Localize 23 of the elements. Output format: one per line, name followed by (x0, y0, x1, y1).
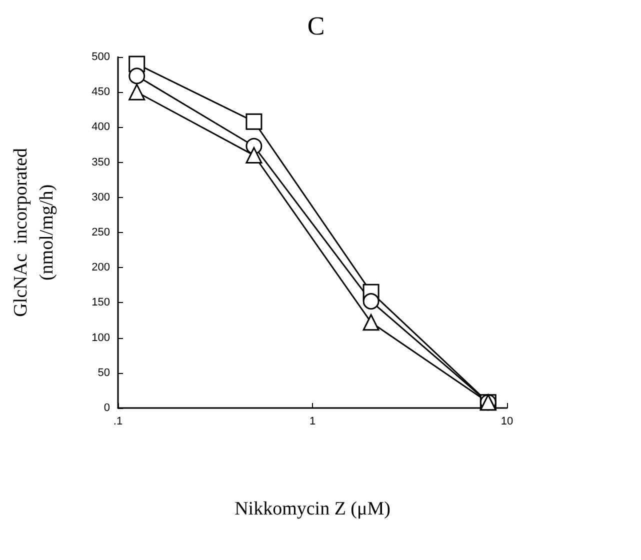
x-tick-label: 1 (309, 416, 316, 428)
y-tick-label: 100 (92, 332, 110, 344)
point (128, 84, 146, 100)
point (246, 147, 262, 164)
y-tick-label: 300 (92, 191, 110, 204)
chart-title: C (307, 12, 325, 40)
y-tick-label: 0 (104, 402, 110, 414)
point (362, 293, 380, 310)
y-tick-label: 250 (92, 226, 110, 238)
x-tick-label: 10 (500, 416, 514, 428)
y-tick-label: 400 (92, 121, 110, 134)
x-tick-label: .1 (113, 416, 123, 428)
y-tick-label: 150 (92, 296, 110, 309)
y-tick-label: 500 (92, 51, 110, 63)
y-tick-label: 200 (92, 262, 110, 274)
y-tick-label: 50 (98, 366, 110, 379)
point (246, 113, 262, 130)
point (128, 68, 146, 84)
point (362, 314, 380, 331)
y-axis-title: GlcNAc incorporated (nmol/mg/h) (10, 148, 58, 317)
y-tick-label: 450 (92, 86, 110, 98)
y-tick-label: 350 (92, 156, 110, 168)
x-axis-title: Nikkomycin Z (μM) (234, 498, 390, 520)
